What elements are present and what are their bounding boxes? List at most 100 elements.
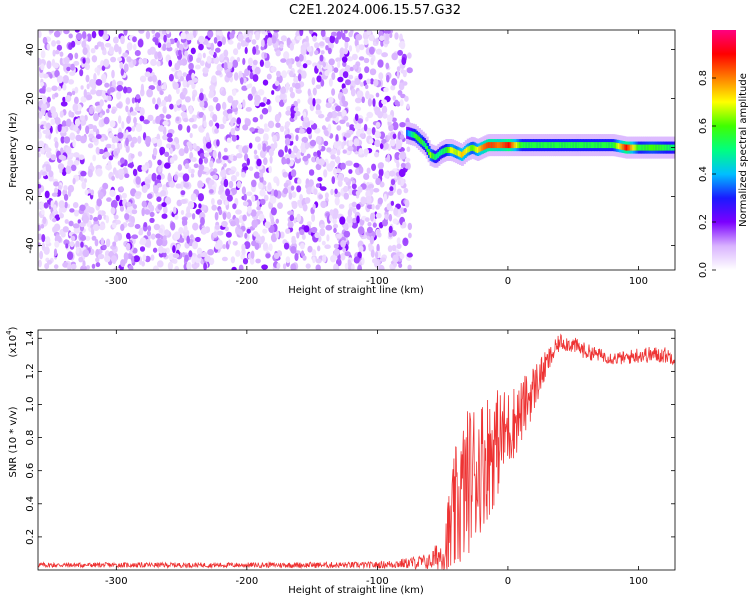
noise-speck — [259, 189, 266, 197]
noise-speck — [404, 162, 410, 169]
track-core — [490, 142, 494, 149]
noise-speck — [163, 81, 167, 90]
noise-speck — [407, 52, 412, 59]
noise-speck — [256, 206, 261, 211]
noise-speck — [173, 231, 181, 240]
noise-speck — [148, 85, 156, 91]
noise-speck — [184, 50, 188, 57]
noise-speck — [353, 256, 360, 264]
noise-speck — [342, 71, 349, 79]
noise-speck — [276, 178, 280, 187]
noise-speck — [251, 219, 258, 229]
noise-speck — [341, 95, 346, 104]
noise-speck — [182, 173, 190, 182]
noise-speck — [261, 39, 265, 48]
noise-speck — [407, 222, 412, 231]
noise-speck — [115, 194, 120, 202]
noise-speck — [42, 73, 49, 79]
noise-speck — [248, 142, 253, 149]
noise-speck — [290, 263, 297, 270]
track-core — [526, 142, 530, 149]
track-core — [431, 152, 434, 159]
noise-speck — [397, 179, 401, 186]
noise-speck — [63, 136, 71, 144]
noise-speck — [150, 233, 156, 240]
track-core — [426, 146, 430, 152]
track-core — [633, 144, 636, 151]
noise-speck — [302, 63, 308, 69]
noise-speck — [223, 61, 228, 71]
noise-speck — [311, 226, 318, 234]
noise-speck — [188, 250, 193, 258]
noise-speck — [198, 164, 205, 171]
noise-speck — [141, 200, 147, 208]
noise-speck — [389, 32, 393, 39]
noise-speck — [242, 99, 246, 108]
noise-speck — [63, 185, 68, 191]
noise-speck — [144, 209, 151, 215]
noise-speck — [396, 161, 400, 169]
noise-speck — [62, 96, 66, 102]
noise-speck — [231, 134, 237, 142]
noise-speck — [98, 30, 104, 37]
noise-speck — [200, 227, 207, 235]
noise-speck — [303, 116, 310, 123]
noise-speck — [145, 135, 152, 144]
noise-speck — [123, 63, 129, 73]
noise-speck — [45, 147, 52, 153]
noise-speck — [222, 101, 227, 110]
noise-speck — [285, 110, 291, 116]
x-tick-label: -100 — [366, 276, 389, 287]
noise-speck — [195, 236, 201, 243]
noise-speck — [227, 62, 233, 68]
track-core — [457, 150, 461, 157]
noise-speck — [174, 214, 179, 220]
noise-speck — [252, 46, 257, 55]
track-core — [608, 142, 611, 149]
noise-speck — [265, 253, 271, 259]
noise-speck — [200, 88, 204, 93]
noise-speck — [268, 243, 273, 252]
track-core — [435, 153, 439, 160]
noise-speck — [155, 233, 162, 239]
noise-speck — [124, 173, 130, 178]
noise-speck — [79, 231, 83, 237]
colorbar-tick-label: 0.6 — [698, 118, 709, 134]
noise-speck — [329, 160, 336, 168]
noise-speck — [152, 147, 158, 157]
noise-speck — [152, 265, 159, 270]
track-core — [565, 142, 569, 149]
noise-speck — [38, 30, 42, 38]
noise-speck — [394, 32, 399, 40]
noise-speck — [237, 33, 244, 42]
colorbar-tick-label: 0.2 — [698, 214, 709, 230]
noise-speck — [299, 194, 303, 201]
noise-speck — [344, 251, 351, 257]
noise-speck — [384, 39, 390, 45]
noise-speck — [93, 73, 97, 82]
noise-speck — [104, 255, 111, 263]
noise-speck — [74, 209, 79, 217]
noise-speck — [38, 152, 41, 158]
track-core — [410, 131, 414, 138]
noise-speck — [354, 77, 361, 86]
noise-speck — [392, 121, 399, 131]
noise-speck — [386, 153, 391, 163]
bottom-x-axis-label: Height of straight line (km) — [288, 585, 424, 596]
track-core — [619, 143, 622, 150]
noise-speck — [379, 143, 384, 150]
noise-speck — [72, 139, 76, 148]
track-core — [462, 150, 466, 157]
noise-speck — [285, 228, 291, 234]
noise-speck — [392, 254, 399, 263]
noise-speck — [121, 192, 127, 199]
noise-speck — [193, 163, 199, 169]
noise-speck — [285, 121, 290, 128]
noise-speck — [258, 182, 264, 190]
noise-speck — [285, 157, 291, 165]
noise-speck — [275, 95, 281, 103]
noise-speck — [369, 46, 375, 55]
noise-speck — [263, 157, 268, 166]
noise-speck — [96, 41, 103, 47]
